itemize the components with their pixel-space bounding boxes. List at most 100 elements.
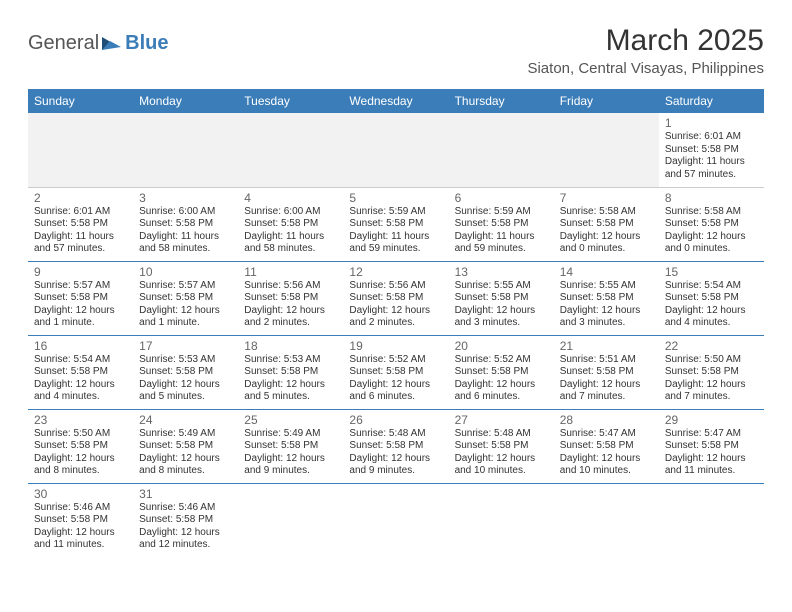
sunset-text: Sunset: 5:58 PM <box>139 292 232 305</box>
sunrise-text: Sunrise: 6:01 AM <box>665 131 758 144</box>
logo: General Blue <box>28 32 169 55</box>
sunset-text: Sunset: 5:58 PM <box>560 292 653 305</box>
calendar-cell: 7Sunrise: 5:58 AMSunset: 5:58 PMDaylight… <box>554 187 659 261</box>
sunrise-text: Sunrise: 5:51 AM <box>560 354 653 367</box>
sunset-text: Sunset: 5:58 PM <box>665 218 758 231</box>
daylight-text: Daylight: 12 hours and 10 minutes. <box>560 453 653 478</box>
daylight-text: Daylight: 12 hours and 2 minutes. <box>244 305 337 330</box>
daylight-text: Daylight: 12 hours and 3 minutes. <box>560 305 653 330</box>
calendar-cell: 26Sunrise: 5:48 AMSunset: 5:58 PMDayligh… <box>343 409 448 483</box>
day-number: 17 <box>139 339 232 353</box>
day-header: Saturday <box>659 89 764 113</box>
sunset-text: Sunset: 5:58 PM <box>244 366 337 379</box>
daylight-text: Daylight: 12 hours and 10 minutes. <box>455 453 548 478</box>
sunset-text: Sunset: 5:58 PM <box>665 440 758 453</box>
daylight-text: Daylight: 11 hours and 58 minutes. <box>244 231 337 256</box>
sunset-text: Sunset: 5:58 PM <box>34 440 127 453</box>
day-header-row: Sunday Monday Tuesday Wednesday Thursday… <box>28 89 764 113</box>
sunset-text: Sunset: 5:58 PM <box>34 514 127 527</box>
day-header: Tuesday <box>238 89 343 113</box>
day-header: Thursday <box>449 89 554 113</box>
daylight-text: Daylight: 11 hours and 58 minutes. <box>139 231 232 256</box>
sunrise-text: Sunrise: 5:50 AM <box>665 354 758 367</box>
sunset-text: Sunset: 5:58 PM <box>665 144 758 157</box>
calendar-cell <box>238 483 343 557</box>
sunset-text: Sunset: 5:58 PM <box>244 292 337 305</box>
day-number: 12 <box>349 265 442 279</box>
sunrise-text: Sunrise: 5:52 AM <box>455 354 548 367</box>
logo-text-2: Blue <box>125 32 168 55</box>
sunrise-text: Sunrise: 5:57 AM <box>34 280 127 293</box>
day-number: 9 <box>34 265 127 279</box>
daylight-text: Daylight: 12 hours and 6 minutes. <box>349 379 442 404</box>
sunset-text: Sunset: 5:58 PM <box>349 366 442 379</box>
sunset-text: Sunset: 5:58 PM <box>349 218 442 231</box>
day-number: 28 <box>560 413 653 427</box>
sunrise-text: Sunrise: 5:53 AM <box>244 354 337 367</box>
daylight-text: Daylight: 12 hours and 8 minutes. <box>34 453 127 478</box>
day-number: 14 <box>560 265 653 279</box>
sunrise-text: Sunrise: 5:47 AM <box>665 428 758 441</box>
sunset-text: Sunset: 5:58 PM <box>349 292 442 305</box>
sunset-text: Sunset: 5:58 PM <box>34 218 127 231</box>
day-header: Monday <box>133 89 238 113</box>
daylight-text: Daylight: 12 hours and 0 minutes. <box>665 231 758 256</box>
sunset-text: Sunset: 5:58 PM <box>244 218 337 231</box>
calendar-cell: 22Sunrise: 5:50 AMSunset: 5:58 PMDayligh… <box>659 335 764 409</box>
day-number: 18 <box>244 339 337 353</box>
day-number: 26 <box>349 413 442 427</box>
sunrise-text: Sunrise: 5:49 AM <box>139 428 232 441</box>
day-number: 16 <box>34 339 127 353</box>
calendar-cell: 25Sunrise: 5:49 AMSunset: 5:58 PMDayligh… <box>238 409 343 483</box>
day-number: 20 <box>455 339 548 353</box>
calendar-cell: 3Sunrise: 6:00 AMSunset: 5:58 PMDaylight… <box>133 187 238 261</box>
daylight-text: Daylight: 12 hours and 12 minutes. <box>139 527 232 552</box>
calendar-cell: 19Sunrise: 5:52 AMSunset: 5:58 PMDayligh… <box>343 335 448 409</box>
calendar-cell: 21Sunrise: 5:51 AMSunset: 5:58 PMDayligh… <box>554 335 659 409</box>
sunrise-text: Sunrise: 5:54 AM <box>34 354 127 367</box>
sunrise-text: Sunrise: 5:56 AM <box>349 280 442 293</box>
sunset-text: Sunset: 5:58 PM <box>139 366 232 379</box>
sunset-text: Sunset: 5:58 PM <box>244 440 337 453</box>
calendar-cell: 17Sunrise: 5:53 AMSunset: 5:58 PMDayligh… <box>133 335 238 409</box>
sunrise-text: Sunrise: 5:48 AM <box>455 428 548 441</box>
calendar-table: Sunday Monday Tuesday Wednesday Thursday… <box>28 89 764 557</box>
daylight-text: Daylight: 11 hours and 57 minutes. <box>34 231 127 256</box>
day-number: 8 <box>665 191 758 205</box>
calendar-cell: 18Sunrise: 5:53 AMSunset: 5:58 PMDayligh… <box>238 335 343 409</box>
sunset-text: Sunset: 5:58 PM <box>349 440 442 453</box>
calendar-row: 1Sunrise: 6:01 AMSunset: 5:58 PMDaylight… <box>28 113 764 187</box>
calendar-cell: 11Sunrise: 5:56 AMSunset: 5:58 PMDayligh… <box>238 261 343 335</box>
calendar-cell <box>659 483 764 557</box>
title-block: March 2025 Siaton, Central Visayas, Phil… <box>527 24 764 77</box>
calendar-cell: 4Sunrise: 6:00 AMSunset: 5:58 PMDaylight… <box>238 187 343 261</box>
daylight-text: Daylight: 12 hours and 8 minutes. <box>139 453 232 478</box>
daylight-text: Daylight: 12 hours and 4 minutes. <box>34 379 127 404</box>
day-number: 5 <box>349 191 442 205</box>
calendar-cell: 10Sunrise: 5:57 AMSunset: 5:58 PMDayligh… <box>133 261 238 335</box>
calendar-cell <box>449 113 554 187</box>
sunrise-text: Sunrise: 5:58 AM <box>560 206 653 219</box>
daylight-text: Daylight: 12 hours and 3 minutes. <box>455 305 548 330</box>
calendar-cell: 28Sunrise: 5:47 AMSunset: 5:58 PMDayligh… <box>554 409 659 483</box>
calendar-cell: 23Sunrise: 5:50 AMSunset: 5:58 PMDayligh… <box>28 409 133 483</box>
calendar-cell <box>133 113 238 187</box>
sunset-text: Sunset: 5:58 PM <box>34 292 127 305</box>
day-number: 24 <box>139 413 232 427</box>
daylight-text: Daylight: 12 hours and 1 minute. <box>139 305 232 330</box>
daylight-text: Daylight: 11 hours and 57 minutes. <box>665 156 758 181</box>
calendar-cell: 9Sunrise: 5:57 AMSunset: 5:58 PMDaylight… <box>28 261 133 335</box>
day-number: 11 <box>244 265 337 279</box>
calendar-cell <box>238 113 343 187</box>
sunrise-text: Sunrise: 5:47 AM <box>560 428 653 441</box>
day-number: 25 <box>244 413 337 427</box>
daylight-text: Daylight: 12 hours and 1 minute. <box>34 305 127 330</box>
day-number: 21 <box>560 339 653 353</box>
location: Siaton, Central Visayas, Philippines <box>527 60 764 77</box>
sunset-text: Sunset: 5:58 PM <box>455 218 548 231</box>
day-number: 27 <box>455 413 548 427</box>
calendar-row: 2Sunrise: 6:01 AMSunset: 5:58 PMDaylight… <box>28 187 764 261</box>
day-number: 19 <box>349 339 442 353</box>
calendar-cell: 8Sunrise: 5:58 AMSunset: 5:58 PMDaylight… <box>659 187 764 261</box>
daylight-text: Daylight: 12 hours and 4 minutes. <box>665 305 758 330</box>
